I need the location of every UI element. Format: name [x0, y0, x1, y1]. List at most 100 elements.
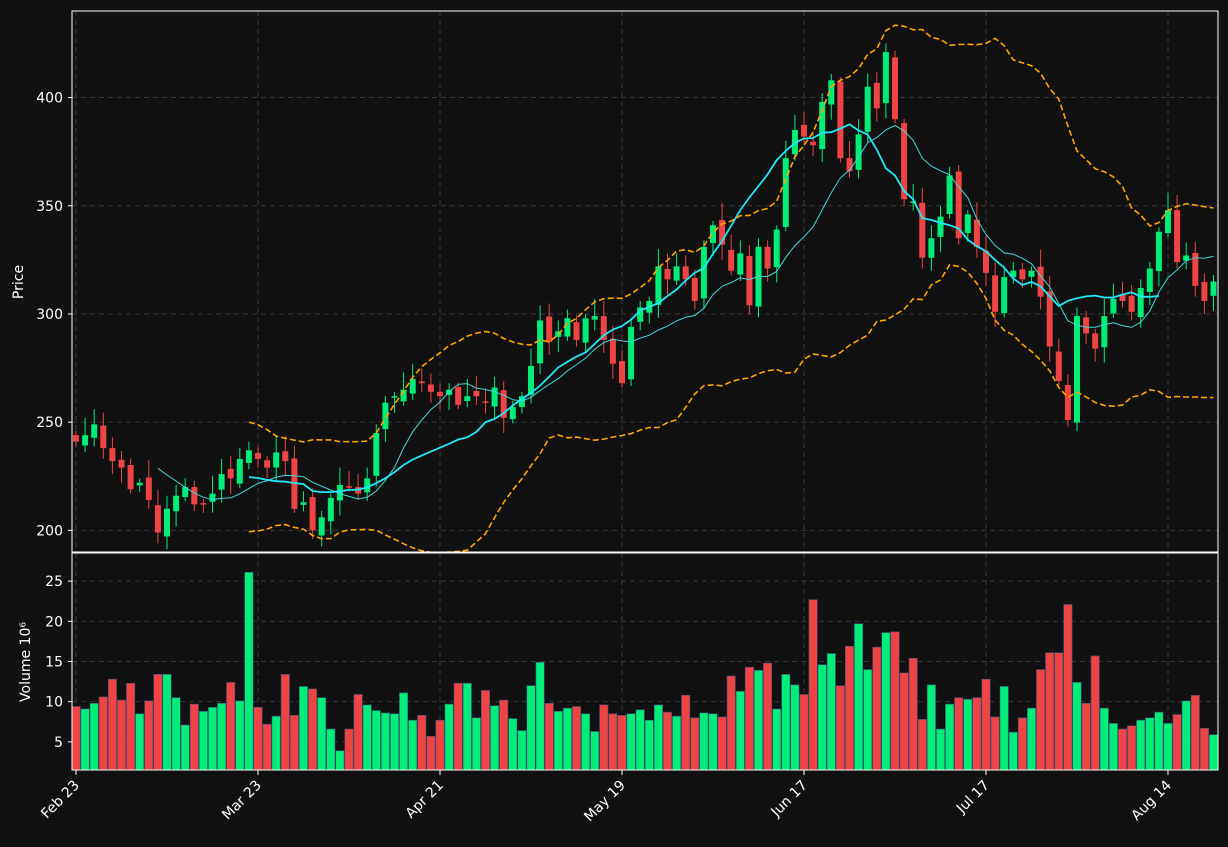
volume-bar: [1145, 717, 1155, 771]
volume-bar: [1136, 719, 1146, 771]
volume-bar: [653, 704, 663, 771]
volume-bar: [1199, 727, 1209, 771]
candle-body: [464, 396, 471, 401]
candle: [928, 225, 935, 271]
volume-bar: [1209, 734, 1219, 771]
candle-body: [837, 81, 844, 159]
ma-slow-line: [248, 123, 1159, 493]
candle-body: [173, 495, 180, 512]
candle: [209, 476, 216, 513]
candle-body: [546, 316, 553, 343]
volume-bar: [1045, 652, 1055, 771]
candle-body: [218, 474, 225, 490]
candle: [973, 202, 980, 258]
candle-body: [664, 268, 671, 280]
candle-body: [509, 407, 516, 420]
candle-body: [819, 101, 826, 150]
candle-body: [154, 505, 161, 533]
candle-body: [700, 246, 707, 299]
volume-bar: [817, 664, 827, 771]
candle: [500, 381, 507, 433]
candle: [801, 111, 807, 146]
candle-body: [928, 238, 935, 258]
volume-bar: [599, 704, 609, 771]
candle-body: [764, 246, 771, 269]
volume-bar: [1063, 604, 1073, 771]
candle: [1037, 249, 1044, 310]
candle: [710, 220, 716, 256]
candle: [300, 491, 307, 512]
candle: [764, 240, 771, 282]
candle-body: [719, 220, 726, 245]
candle-body: [1119, 294, 1126, 301]
candle-body: [728, 249, 735, 271]
candle-body: [782, 158, 789, 227]
candle: [773, 225, 780, 283]
volume-bar: [835, 685, 845, 771]
volume-bar: [399, 692, 409, 771]
candle: [1092, 329, 1099, 362]
candle-body: [318, 517, 325, 536]
volume-bar: [517, 730, 527, 771]
volume-bar: [553, 711, 563, 771]
candle-body: [1137, 287, 1144, 317]
volume-y-tick-label: 5: [54, 735, 63, 751]
candle: [1046, 276, 1053, 362]
volume-bar: [335, 750, 345, 771]
candle-body: [1092, 333, 1099, 349]
candle-body: [418, 381, 425, 384]
candle-body: [1055, 351, 1062, 382]
candle-body: [628, 326, 635, 380]
candle-body: [1174, 210, 1181, 263]
volume-bar: [144, 700, 154, 771]
candle: [373, 424, 380, 487]
price-y-tick-label: 400: [36, 91, 63, 107]
candle-body: [901, 123, 908, 200]
candle: [473, 375, 480, 405]
candle: [855, 119, 862, 179]
candle-body: [710, 225, 716, 243]
candle-body: [437, 391, 443, 397]
candle: [173, 484, 180, 527]
volume-bar: [799, 694, 809, 771]
candle-body: [773, 229, 780, 268]
volume-bar: [699, 712, 709, 771]
candle-body: [1010, 270, 1017, 278]
volume-bar: [1108, 723, 1118, 771]
candle: [573, 315, 580, 347]
volume-bar: [1090, 655, 1100, 771]
candle: [1174, 194, 1181, 269]
candle: [82, 417, 89, 453]
candle: [628, 318, 635, 386]
candle-body: [609, 338, 616, 364]
candle-body: [145, 477, 152, 501]
candle: [1064, 374, 1071, 427]
volume-bar: [499, 699, 509, 771]
candle-body: [1155, 231, 1162, 272]
candle: [837, 77, 844, 163]
candle-body: [1101, 316, 1108, 348]
candle: [1019, 262, 1026, 288]
candle-body: [327, 497, 334, 522]
bollinger-upper-line: [248, 24, 1214, 443]
candle: [655, 249, 662, 318]
candle: [382, 396, 389, 443]
candle: [910, 184, 917, 211]
candle: [1192, 242, 1199, 297]
volume-bar: [1027, 707, 1037, 771]
candle: [509, 400, 516, 424]
candle-body: [582, 318, 589, 343]
volume-bar: [863, 669, 873, 771]
volume-bar: [1072, 682, 1082, 771]
price-y-tick-label: 350: [36, 199, 63, 215]
candle-body: [1183, 255, 1190, 261]
volume-bar: [180, 724, 190, 771]
candle: [227, 455, 234, 494]
candle: [1010, 262, 1017, 284]
candle: [255, 446, 261, 468]
candle-body: [500, 390, 507, 418]
candle: [892, 50, 898, 124]
candle-body: [182, 487, 189, 498]
volume-bar: [280, 674, 290, 771]
candle-body: [655, 266, 662, 305]
